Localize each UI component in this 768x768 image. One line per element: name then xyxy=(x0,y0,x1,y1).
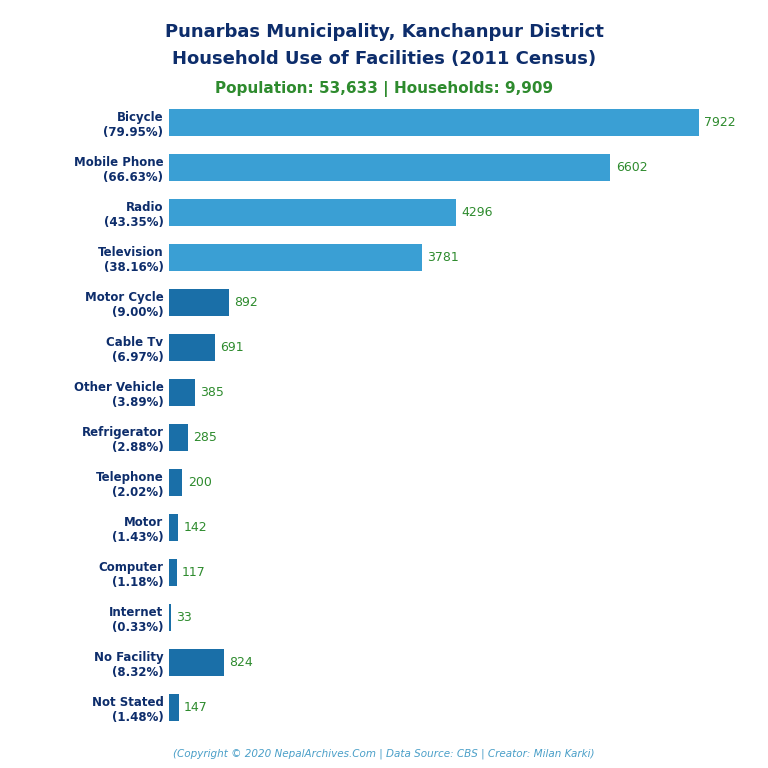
Text: 6602: 6602 xyxy=(616,161,647,174)
Text: 892: 892 xyxy=(234,296,258,309)
Bar xyxy=(169,558,177,586)
Bar xyxy=(169,694,179,720)
Bar xyxy=(169,468,182,495)
Text: 285: 285 xyxy=(194,431,217,444)
Bar xyxy=(169,379,195,406)
Text: 3781: 3781 xyxy=(427,251,458,263)
Text: 200: 200 xyxy=(187,475,211,488)
Bar xyxy=(169,649,224,676)
Text: Punarbas Municipality, Kanchanpur District: Punarbas Municipality, Kanchanpur Distri… xyxy=(164,23,604,41)
Text: 824: 824 xyxy=(230,656,253,669)
Bar xyxy=(169,154,611,180)
Text: Household Use of Facilities (2011 Census): Household Use of Facilities (2011 Census… xyxy=(172,50,596,68)
Text: Population: 53,633 | Households: 9,909: Population: 53,633 | Households: 9,909 xyxy=(215,81,553,97)
Bar xyxy=(169,604,171,631)
Text: 142: 142 xyxy=(184,521,207,534)
Text: 691: 691 xyxy=(220,341,244,354)
Bar xyxy=(169,334,215,361)
Text: 4296: 4296 xyxy=(462,206,493,219)
Bar xyxy=(169,243,422,271)
Bar xyxy=(169,424,188,451)
Bar xyxy=(169,514,178,541)
Text: 33: 33 xyxy=(177,611,192,624)
Text: 117: 117 xyxy=(182,566,206,578)
Text: 147: 147 xyxy=(184,700,208,713)
Text: 7922: 7922 xyxy=(704,116,736,129)
Text: (Copyright © 2020 NepalArchives.Com | Data Source: CBS | Creator: Milan Karki): (Copyright © 2020 NepalArchives.Com | Da… xyxy=(174,748,594,759)
Bar xyxy=(169,289,229,316)
Bar xyxy=(169,199,456,226)
Bar xyxy=(169,109,699,136)
Text: 385: 385 xyxy=(200,386,224,399)
